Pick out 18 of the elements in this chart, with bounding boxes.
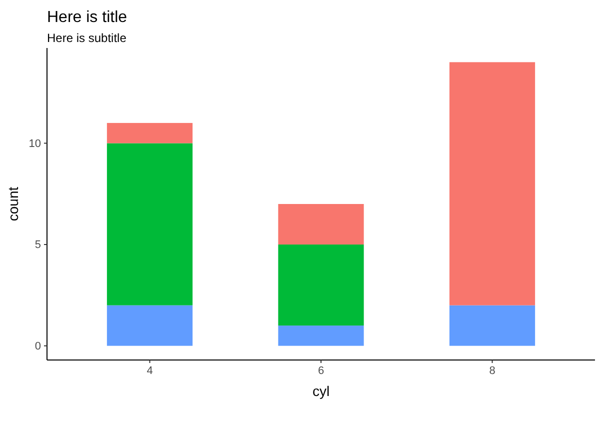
x-tick-label: 4 xyxy=(146,364,153,377)
y-tick-label: 0 xyxy=(34,340,41,352)
bar xyxy=(106,143,193,306)
bar xyxy=(278,204,364,245)
y-axis-title: count xyxy=(5,186,21,222)
chart-subtitle: Here is subtitle xyxy=(47,31,127,45)
bar xyxy=(106,305,193,346)
bar xyxy=(449,305,536,346)
chart-title: Here is title xyxy=(47,9,128,26)
bar xyxy=(106,122,193,144)
y-tick-label: 10 xyxy=(28,138,41,150)
y-tick-label: 5 xyxy=(34,239,41,252)
bar xyxy=(278,244,364,326)
x-tick-label: 6 xyxy=(318,364,324,377)
bar xyxy=(449,62,536,306)
x-axis-title: cyl xyxy=(312,383,330,399)
bar xyxy=(278,326,364,346)
x-tick-label: 8 xyxy=(489,364,496,377)
